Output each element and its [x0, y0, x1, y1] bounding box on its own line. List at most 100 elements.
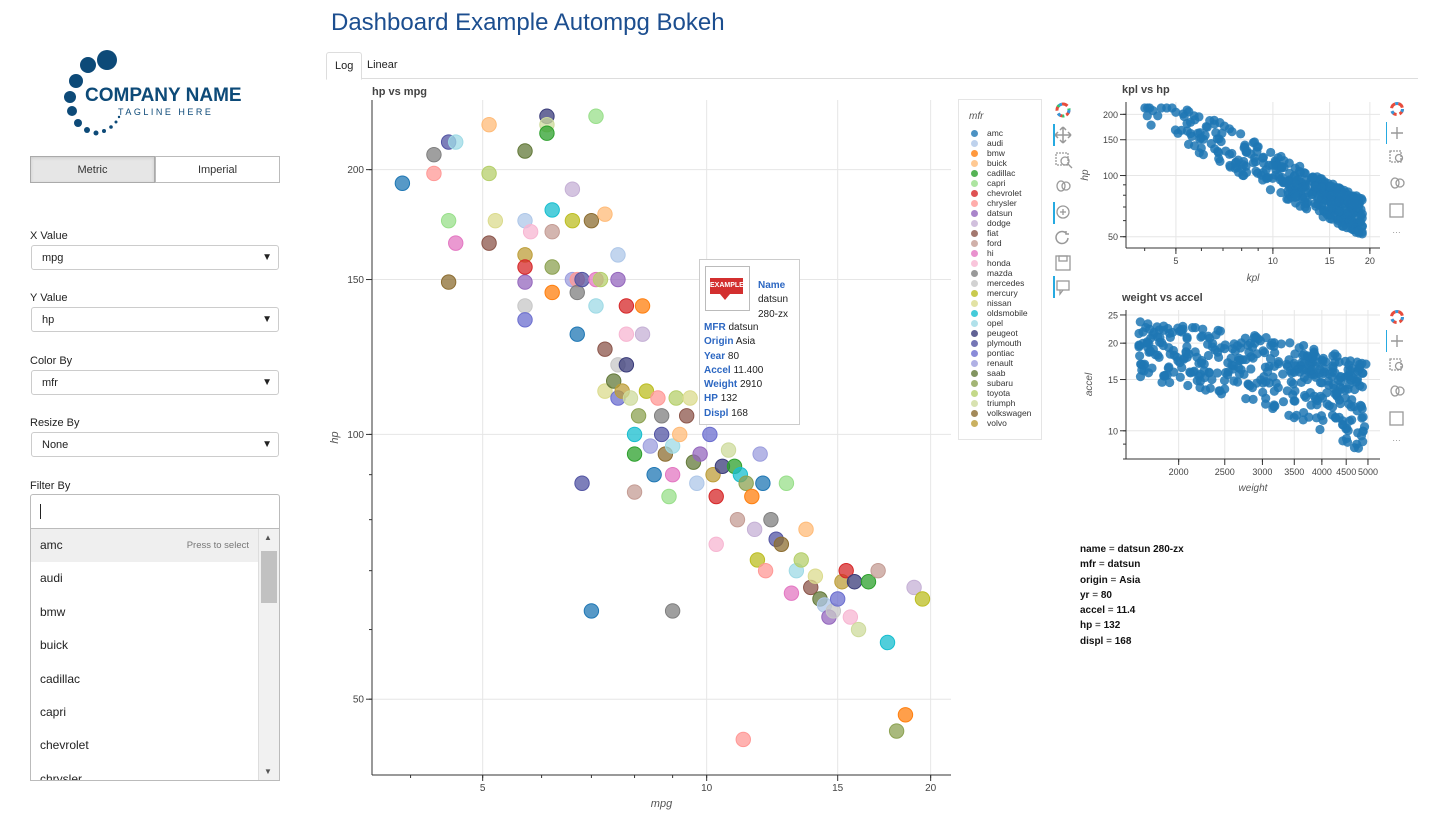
- save-icon[interactable]: [1389, 411, 1404, 426]
- list-item[interactable]: chevrolet: [40, 738, 89, 753]
- legend-item[interactable]: amc: [971, 128, 1031, 138]
- box-zoom-icon[interactable]: [1055, 152, 1073, 169]
- legend-item[interactable]: nissan: [971, 298, 1031, 308]
- filter-input[interactable]: [30, 494, 280, 529]
- legend-item[interactable]: audi: [971, 138, 1031, 148]
- list-item[interactable]: capri: [40, 704, 67, 719]
- legend-item[interactable]: mercedes: [971, 278, 1031, 288]
- legend-item[interactable]: oldsmobile: [971, 308, 1031, 318]
- legend-item[interactable]: pontiac: [971, 348, 1031, 358]
- imperial-button[interactable]: Imperial: [155, 156, 280, 183]
- list-item[interactable]: amc Press to select: [31, 529, 279, 563]
- legend-item[interactable]: ford: [971, 238, 1031, 248]
- bokeh-logo-icon[interactable]: [1055, 102, 1071, 118]
- scroll-up-icon[interactable]: ▲: [264, 533, 272, 542]
- legend-item[interactable]: dodge: [971, 218, 1031, 228]
- bokeh-logo-icon[interactable]: [1390, 310, 1404, 324]
- wheel-zoom-icon[interactable]: [1056, 180, 1071, 192]
- legend-swatch: [971, 139, 978, 147]
- data-point: [1265, 354, 1276, 364]
- list-item[interactable]: buick: [40, 638, 69, 653]
- data-point: [807, 568, 824, 584]
- info-row: name = datsun 280-zx: [1080, 544, 1184, 555]
- data-point: [1332, 183, 1342, 193]
- legend-item[interactable]: saab: [971, 368, 1031, 378]
- legend-item[interactable]: chevrolet: [971, 188, 1031, 198]
- data-point: [1334, 206, 1344, 217]
- legend-item[interactable]: toyota: [971, 388, 1031, 398]
- pan-icon[interactable]: [1054, 126, 1072, 144]
- legend-item[interactable]: datsun: [971, 208, 1031, 218]
- y-value-select[interactable]: hp ▼: [31, 307, 279, 332]
- tab-log[interactable]: Log: [326, 52, 363, 80]
- wheel-zoom-icon[interactable]: [1390, 177, 1405, 189]
- main-scatter-plot[interactable]: 5 10 15 20 50 100 150 200 mpg hp: [326, 80, 1051, 815]
- box-zoom-icon[interactable]: [1389, 358, 1404, 371]
- legend-item[interactable]: hi: [971, 248, 1031, 258]
- legend-item[interactable]: opel: [971, 318, 1031, 328]
- legend-swatch: [971, 369, 978, 377]
- save-icon[interactable]: [1055, 255, 1071, 271]
- legend-item[interactable]: mercury: [971, 288, 1031, 298]
- data-point: [481, 165, 497, 182]
- save-icon[interactable]: [1389, 203, 1404, 218]
- data-point: [1330, 368, 1340, 378]
- more-icon[interactable]: …: [1392, 225, 1401, 235]
- data-point: [860, 574, 877, 590]
- x-tick-label: 15: [1325, 256, 1335, 266]
- legend-item[interactable]: chrysler: [971, 198, 1031, 208]
- box-zoom-icon[interactable]: [1389, 150, 1404, 163]
- legend-item[interactable]: renault: [971, 358, 1031, 368]
- legend-swatch: [971, 259, 978, 267]
- data-point: [720, 442, 737, 458]
- hover-icon[interactable]: [1056, 280, 1070, 296]
- data-point: [1284, 158, 1294, 168]
- resize-by-select[interactable]: None ▼: [31, 432, 279, 457]
- bokeh-logo-icon[interactable]: [1390, 102, 1404, 116]
- metric-button[interactable]: Metric: [30, 156, 155, 183]
- legend-item[interactable]: mazda: [971, 268, 1031, 278]
- pan-icon[interactable]: [1391, 127, 1403, 139]
- data-point: [1203, 350, 1214, 361]
- reset-icon[interactable]: [1055, 230, 1069, 245]
- pan-icon[interactable]: [1391, 335, 1403, 347]
- more-icon[interactable]: …: [1392, 433, 1401, 443]
- dropdown-scrollbar[interactable]: ▲ ▼: [258, 529, 279, 780]
- x-value-select[interactable]: mpg ▼: [31, 245, 279, 270]
- legend-item[interactable]: peugeot: [971, 328, 1031, 338]
- y-tick-label: 25: [1108, 310, 1118, 320]
- list-item[interactable]: audi: [40, 571, 63, 586]
- color-by-select[interactable]: mfr ▼: [31, 370, 279, 395]
- data-point: [1290, 192, 1300, 202]
- legend-item[interactable]: volkswagen: [971, 408, 1031, 418]
- scrollbar-thumb[interactable]: [261, 551, 277, 603]
- legend-item[interactable]: buick: [971, 158, 1031, 168]
- legend-item[interactable]: bmw: [971, 148, 1031, 158]
- legend-item[interactable]: honda: [971, 258, 1031, 268]
- wheel-zoom-icon[interactable]: [1390, 385, 1405, 397]
- legend-item[interactable]: plymouth: [971, 338, 1031, 348]
- legend-item[interactable]: triumph: [971, 398, 1031, 408]
- zoom-in-icon[interactable]: [1056, 205, 1070, 219]
- kpl-hp-scatter-plot[interactable]: 5 10 15 20 50 100 150 200 kpl hp: [1080, 96, 1385, 286]
- data-point: [1258, 152, 1268, 162]
- legend-item[interactable]: capri: [971, 178, 1031, 188]
- company-logo: COMPANY NAME TAGLINE HERE: [64, 50, 242, 136]
- data-point: [1330, 389, 1340, 399]
- tab-linear[interactable]: Linear: [367, 59, 398, 71]
- scroll-down-icon[interactable]: ▼: [264, 767, 272, 776]
- list-item[interactable]: bmw: [40, 604, 66, 619]
- data-point: [661, 488, 677, 505]
- legend-label: pontiac: [987, 348, 1015, 358]
- weight-accel-scatter-plot[interactable]: 2000 2500 3000 3500 4000 4500 5000 10 15 20 25 weig…: [1080, 304, 1385, 496]
- legend-swatch: [971, 289, 978, 297]
- legend-item[interactable]: volvo: [971, 418, 1031, 428]
- legend-item[interactable]: cadillac: [971, 168, 1031, 178]
- legend-item[interactable]: subaru: [971, 378, 1031, 388]
- data-point: [1302, 374, 1312, 385]
- data-point: [1215, 386, 1225, 396]
- list-item[interactable]: chrysler: [40, 771, 83, 781]
- legend-item[interactable]: fiat: [971, 228, 1031, 238]
- data-point: [638, 383, 655, 399]
- list-item[interactable]: cadillac: [40, 671, 81, 686]
